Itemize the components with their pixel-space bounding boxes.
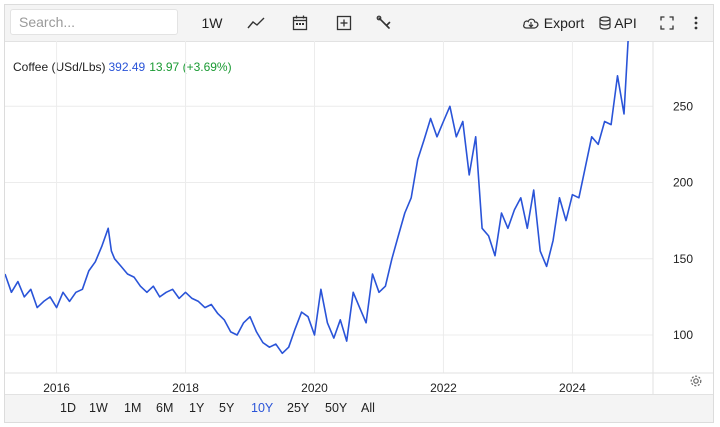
calendar-icon [292,15,308,31]
range-button-10y[interactable]: 10Y [251,401,274,415]
legend-price: 392.49 [108,60,146,74]
wrench-icon [376,15,391,29]
x-tick-label: 2018 [172,381,199,395]
export-button[interactable]: Export [520,5,586,41]
export-label: Export [543,15,585,31]
date-range-button[interactable] [285,5,315,41]
chart-widget: 1W Export API Coffee (USd/Lb [4,4,714,423]
range-button-1d[interactable]: 1D [60,401,76,415]
price-chart[interactable]: 1001502002503003504502016201820202022202… [5,41,713,396]
y-tick-label: 250 [673,99,693,113]
kebab-menu-icon [694,16,698,30]
legend-symbol: Coffee (USd/Lbs) [13,60,106,74]
range-button-all[interactable]: All [361,401,375,415]
range-button-25y[interactable]: 25Y [287,401,310,415]
range-button-50y[interactable]: 50Y [325,401,348,415]
x-tick-label: 2016 [43,381,70,395]
y-tick-label: 200 [673,176,693,190]
legend-change: 13.97 (+3.69%) [149,60,232,74]
database-icon [599,16,611,30]
y-tick-label: 150 [673,252,693,266]
chart-toolbar: 1W Export API [5,5,713,42]
chart-legend: Coffee (USd/Lbs) 392.49 13.97 (+3.69%) [13,60,232,74]
api-button[interactable]: API [596,5,640,41]
chart-type-button[interactable] [241,5,271,41]
search-input[interactable] [10,9,178,35]
y-tick-label: 100 [673,328,693,342]
x-tick-label: 2020 [301,381,328,395]
range-button-1w[interactable]: 1W [89,401,108,415]
fullscreen-button[interactable] [655,5,679,41]
x-tick-label: 2022 [430,381,457,395]
range-selector: 1D 1W 1M 6M 1Y 5Y 10Y 25Y 50Y All [5,394,713,422]
chart-settings-icon[interactable] [689,374,703,388]
api-label: API [614,15,637,31]
tools-button[interactable] [369,5,399,41]
range-button-5y[interactable]: 5Y [219,401,235,415]
range-button-6m[interactable]: 6M [156,401,174,415]
cloud-download-icon [522,18,539,29]
range-button-1y[interactable]: 1Y [189,401,205,415]
range-button-1m[interactable]: 1M [124,401,142,415]
add-indicator-button[interactable] [329,5,359,41]
interval-label: 1W [201,15,223,31]
x-tick-label: 2024 [559,381,586,395]
plus-box-icon [336,15,352,31]
more-options-button[interactable] [685,5,707,41]
interval-button[interactable]: 1W [195,5,229,41]
fullscreen-icon [660,16,674,30]
line-chart-icon [247,17,265,29]
price-line [5,41,629,355]
